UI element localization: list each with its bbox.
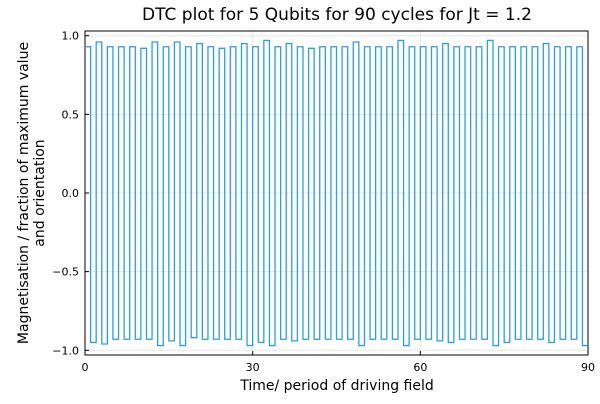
y-tick-label-2: 0.0 (62, 187, 80, 200)
y-axis-label-line-1: Magnetisation / fraction of maximum valu… (16, 42, 32, 344)
series-layer (85, 39, 588, 347)
x-axis-label: Time/ period of driving field (239, 378, 434, 394)
y-axis-label-line-2: and orientation (32, 139, 48, 246)
y-axis-ticks: −1.0 −0.5 0.0 0.5 1.0 (52, 30, 89, 357)
y-axis-label: Magnetisation / fraction of maximum valu… (16, 42, 48, 344)
series-line-0 (85, 39, 588, 347)
x-tick-label-3: 90 (581, 361, 595, 374)
y-tick-label-3: 0.5 (62, 108, 80, 121)
x-tick-label-2: 60 (413, 361, 427, 374)
y-tick-label-0: −1.0 (52, 344, 79, 357)
y-tick-label-1: −0.5 (52, 266, 79, 279)
y-tick-label-4: 1.0 (62, 30, 80, 43)
x-tick-label-0: 0 (82, 361, 89, 374)
x-tick-label-1: 30 (246, 361, 260, 374)
x-axis-ticks: 0 30 60 90 (82, 351, 595, 374)
chart-title: DTC plot for 5 Qubits for 90 cycles for … (142, 5, 532, 25)
